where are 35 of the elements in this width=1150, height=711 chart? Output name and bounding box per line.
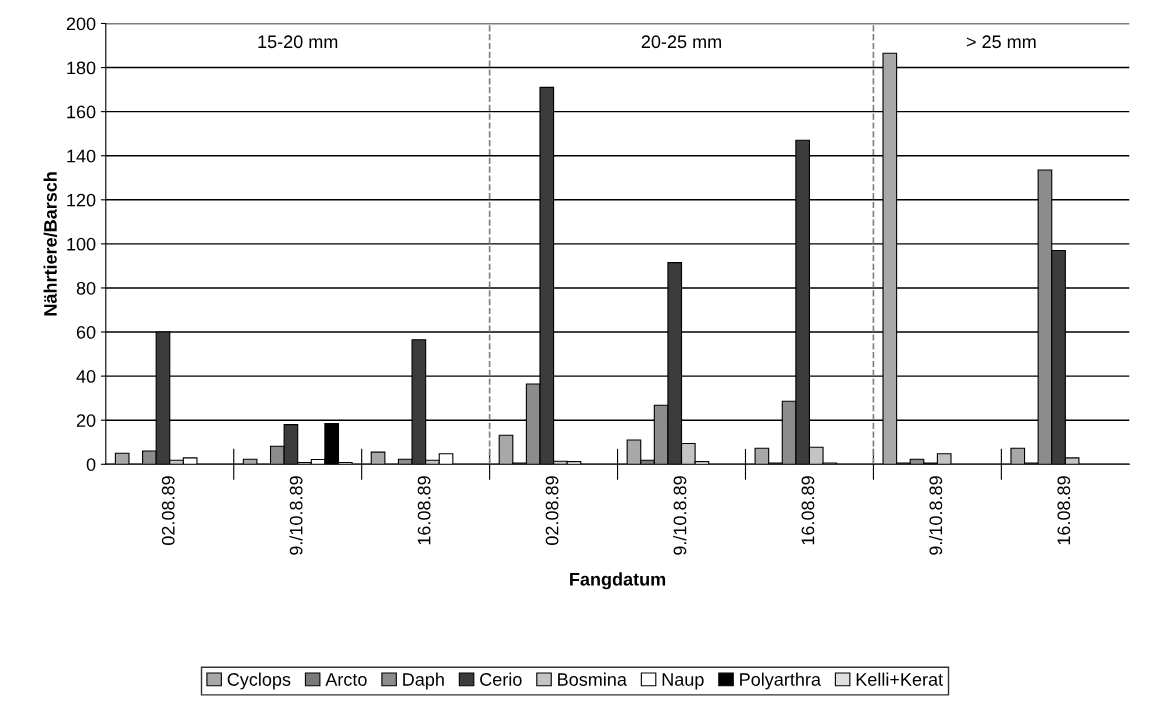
annotation: 15-20 mm <box>258 35 338 49</box>
legend-label: Naup <box>662 673 704 690</box>
x-tick-label: 9./10.8.89 <box>289 476 303 555</box>
x-tick-label: 16.08.89 <box>801 476 815 545</box>
y-tick-label: 140 <box>67 149 96 163</box>
legend-label: Kelli+Kerat <box>856 672 943 686</box>
x-tick-label: 16.08.89 <box>417 476 431 545</box>
x-tick-label: 02.08.89 <box>161 476 175 545</box>
y-tick-label: 60 <box>76 325 96 339</box>
x-tick-label: 16.08.89 <box>1057 476 1071 545</box>
legend-label: Polyarthra <box>740 672 821 690</box>
y-tick-label: 100 <box>67 237 96 251</box>
legend-label: Arcto <box>325 673 367 686</box>
bar <box>114 452 130 465</box>
x-tick-label: 02.08.89 <box>545 476 559 545</box>
x-tick-label: 9./10.8.89 <box>673 476 687 555</box>
x-tick-label: 9./10.8.89 <box>928 476 943 555</box>
y-tick-label: 180 <box>67 61 96 75</box>
y-axis-title: Nährtiere/Barsch <box>43 172 58 316</box>
legend-label: Cerio <box>480 672 522 686</box>
y-tick-label: 0 <box>86 458 96 471</box>
annotation: 20-25 mm <box>641 35 721 49</box>
y-tick-label: 160 <box>67 105 96 119</box>
x-axis-title: Fangdatum <box>570 572 666 590</box>
y-tick-label: 80 <box>76 281 96 295</box>
bar <box>370 451 386 465</box>
y-tick-label: 200 <box>66 17 96 31</box>
annotation: > 25 mm <box>966 35 1036 49</box>
y-tick-label: 120 <box>67 193 96 207</box>
legend-label: Daph <box>403 672 444 690</box>
bar <box>242 458 258 465</box>
legend-label: Bosmina <box>558 672 627 686</box>
legend-label: Cyclops <box>227 672 291 690</box>
y-tick-label: 40 <box>76 370 96 383</box>
y-tick-label: 20 <box>76 414 96 427</box>
